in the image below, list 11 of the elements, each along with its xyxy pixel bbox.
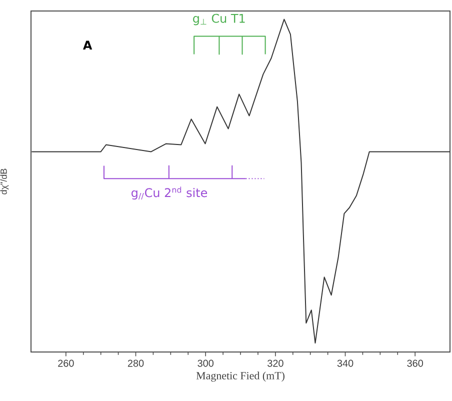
x-tick-label: 340 [337, 360, 354, 367]
annotation: g$_{//}$Cu 2$^{nd}$ site [132, 186, 208, 200]
x-tick-label: 300 [198, 360, 214, 367]
x-tick-label: 260 [58, 360, 74, 367]
x-axis-title: Magnetic Fied (mT) [196, 372, 284, 382]
y-axis-title: dχ"/dB [0, 168, 9, 194]
x-tick-label: 360 [407, 360, 424, 367]
annotation: A [83, 40, 92, 50]
annotation: g$_{⊥}$ Cu T1 [193, 14, 245, 26]
x-tick-label: 280 [128, 360, 144, 367]
x-tick-label: 320 [267, 360, 284, 367]
